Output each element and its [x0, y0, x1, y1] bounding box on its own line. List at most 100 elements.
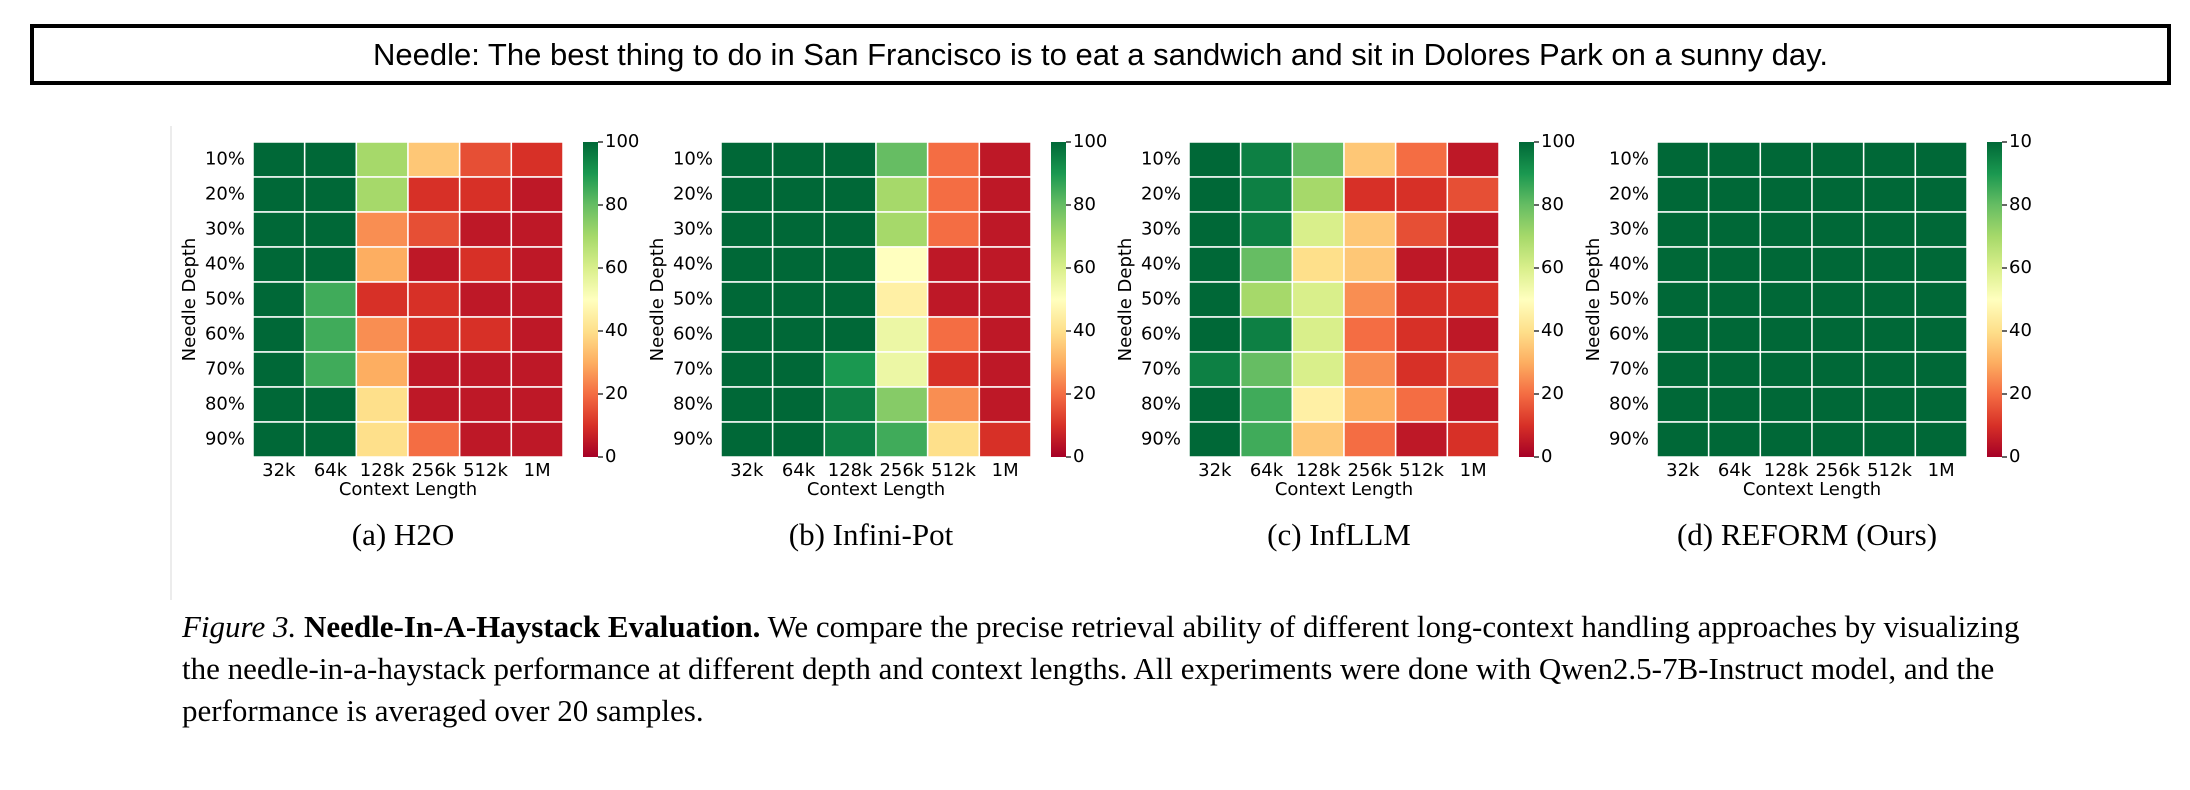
- heatmap-cell: [926, 316, 981, 353]
- heatmap-cell: [252, 386, 306, 423]
- y-tick-label: 40%: [1609, 254, 1649, 275]
- heatmap-cell: [1343, 141, 1397, 178]
- heatmap-cell: [510, 421, 564, 458]
- heatmap-cell: [875, 281, 929, 318]
- heatmap-cell: [355, 281, 409, 318]
- heatmap-cell: [407, 141, 461, 178]
- heatmap-cell: [1759, 351, 1813, 388]
- y-tick-label: 90%: [1609, 429, 1649, 450]
- x-tick-label: 512k: [463, 460, 508, 481]
- y-tick-label: 60%: [205, 324, 245, 345]
- heatmap-cell: [510, 246, 564, 283]
- heatmap-cell: [303, 351, 358, 388]
- heatmap-cell: [252, 246, 306, 283]
- y-tick-label: 30%: [673, 219, 713, 240]
- heatmap-cell: [510, 386, 564, 423]
- y-axis-label: Needle Depth: [1115, 238, 1136, 362]
- heatmap-cell: [1914, 211, 1968, 248]
- heatmap-cell: [1862, 316, 1917, 353]
- x-tick-label: 64k: [1250, 460, 1284, 481]
- heatmap-cell: [1239, 141, 1294, 178]
- y-tick-label: 60%: [673, 324, 713, 345]
- heatmap-cell: [1239, 316, 1294, 353]
- heatmap-cell: [1759, 421, 1813, 458]
- heatmap-cell: [303, 386, 358, 423]
- heatmap-cell: [407, 176, 461, 213]
- heatmap-cell: [458, 281, 513, 318]
- heatmap-cell: [771, 246, 826, 283]
- heatmap-cell: [458, 316, 513, 353]
- heatmap-cell: [823, 141, 877, 178]
- heatmap-cell: [303, 281, 358, 318]
- heatmap-cell: [875, 246, 929, 283]
- x-tick-label: 512k: [931, 460, 976, 481]
- heatmap-cell: [1446, 246, 1500, 283]
- heatmap-cell: [823, 351, 877, 388]
- heatmap-cell: [720, 386, 774, 423]
- heatmap-cell: [1446, 351, 1500, 388]
- heatmap-cell: [458, 211, 513, 248]
- heatmap-cell: [252, 141, 306, 178]
- heatmap-cell: [1188, 211, 1242, 248]
- heatmap-cell: [978, 246, 1032, 283]
- heatmap-cell: [978, 281, 1032, 318]
- colorbar-tick-label: 40: [2009, 320, 2032, 341]
- heatmap-cell: [1707, 386, 1762, 423]
- heatmap-cell: [1446, 211, 1500, 248]
- heatmap-cell: [926, 386, 981, 423]
- heatmap-cell: [1707, 211, 1762, 248]
- heatmap-cell: [252, 351, 306, 388]
- heatmap-cell: [1656, 386, 1710, 423]
- heatmap-cell: [1656, 211, 1710, 248]
- heatmap-cell: [1914, 141, 1968, 178]
- heatmap-cell: [510, 211, 564, 248]
- heatmap-cell: [1343, 386, 1397, 423]
- heatmap-cell: [1343, 246, 1397, 283]
- heatmap-cell: [1862, 351, 1917, 388]
- heatmap-cell: [1188, 421, 1242, 458]
- colorbar-tick-label: 60: [605, 257, 628, 278]
- y-tick-label: 30%: [1141, 219, 1181, 240]
- x-tick-label: 32k: [262, 460, 296, 481]
- colorbar-tick-label: 100: [1073, 131, 1107, 152]
- heatmap-cell: [1656, 316, 1710, 353]
- heatmap-cell: [1188, 316, 1242, 353]
- heatmap-cell: [771, 141, 826, 178]
- heatmap-cell: [823, 211, 877, 248]
- heatmap-cell: [1188, 246, 1242, 283]
- colorbar-tick-label: 100: [1541, 131, 1575, 152]
- y-tick-label: 30%: [1609, 219, 1649, 240]
- heatmap-cell: [407, 281, 461, 318]
- colorbar-tick-label: 60: [1541, 257, 1564, 278]
- heatmap-cell: [1811, 211, 1865, 248]
- caption-heading: Needle-In-A-Haystack Evaluation.: [303, 609, 761, 644]
- heatmap-cell: [458, 351, 513, 388]
- heatmap-cell: [720, 351, 774, 388]
- heatmap-cell: [1394, 176, 1449, 213]
- heatmap-cell: [1291, 316, 1345, 353]
- heatmap-cell: [1656, 421, 1710, 458]
- heatmap-cell: [1862, 246, 1917, 283]
- y-tick-label: 80%: [1141, 394, 1181, 415]
- x-tick-label: 256k: [411, 460, 456, 481]
- heatmap-cell: [303, 421, 358, 458]
- heatmap-cell: [355, 176, 409, 213]
- colorbar-tick-label: 40: [1541, 320, 1564, 341]
- heatmap-cell: [823, 386, 877, 423]
- heatmap-cell: [1394, 351, 1449, 388]
- heatmap-cell: [1394, 211, 1449, 248]
- y-tick-label: 80%: [673, 394, 713, 415]
- heatmap-cell: [252, 211, 306, 248]
- heatmap-cell: [303, 246, 358, 283]
- colorbar: [1519, 142, 1534, 457]
- heatmap-cell: [1343, 211, 1397, 248]
- y-tick-label: 40%: [1141, 254, 1181, 275]
- heatmap-cell: [252, 316, 306, 353]
- heatmap-cell: [875, 421, 929, 458]
- heatmap-cell: [510, 176, 564, 213]
- heatmap-cell: [1188, 141, 1242, 178]
- heatmap-cell: [355, 246, 409, 283]
- heatmap-cell: [510, 351, 564, 388]
- x-axis-label: Context Length: [807, 479, 945, 500]
- colorbar-tick-label: 20: [2009, 383, 2032, 404]
